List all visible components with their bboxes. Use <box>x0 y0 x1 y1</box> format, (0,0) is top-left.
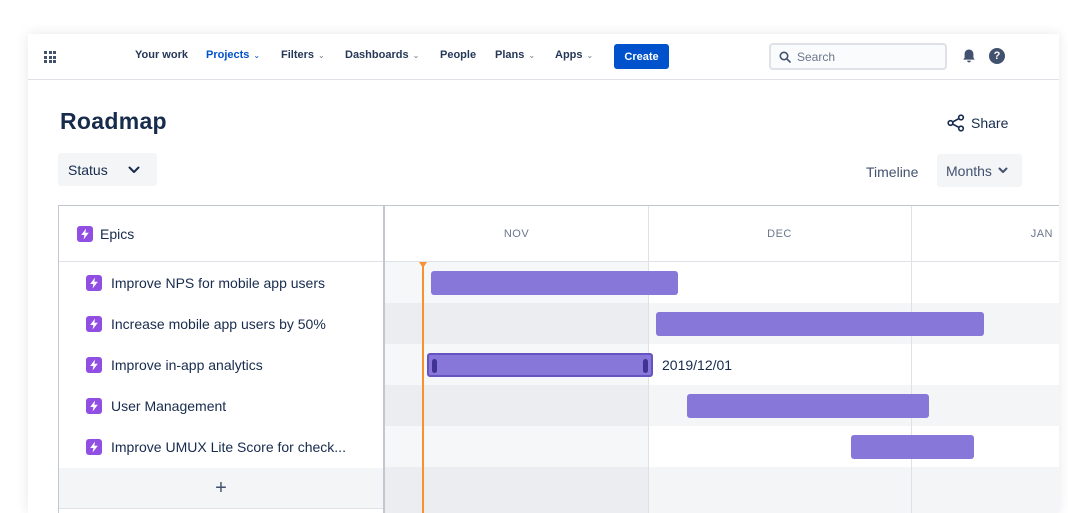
lightning-icon <box>86 315 102 332</box>
nav-projects-label: Projects <box>206 49 250 61</box>
add-epic-button[interactable]: + <box>59 468 383 509</box>
nav-people-label: People <box>440 49 477 61</box>
epic-title: User Management <box>111 397 227 414</box>
month-header-jan: JAN <box>911 206 1059 262</box>
epics-list: Epics Improve NPS for mobile app users I… <box>59 206 385 513</box>
bar-end-handle[interactable] <box>643 359 648 373</box>
epic-row[interactable]: Improve NPS for mobile app users <box>59 262 383 303</box>
nav-projects[interactable]: Projects ⌄ <box>206 49 260 61</box>
lightning-icon <box>86 274 102 291</box>
help-icon[interactable]: ? <box>989 48 1005 64</box>
share-button[interactable]: Share <box>946 113 1008 133</box>
months-dropdown[interactable]: Months <box>937 154 1022 187</box>
lightning-icon <box>77 225 93 242</box>
month-header-dec: DEC <box>648 206 911 262</box>
epics-header: Epics <box>59 206 383 262</box>
lightning-icon <box>86 356 102 373</box>
epics-header-label: Epics <box>100 225 135 242</box>
epic-title: Improve NPS for mobile app users <box>111 274 325 291</box>
chevron-down-icon: ⌄ <box>253 51 261 60</box>
search-icon <box>779 50 791 63</box>
nav-people[interactable]: People <box>440 49 476 61</box>
lightning-icon <box>86 397 102 414</box>
share-icon <box>947 114 965 132</box>
epic-bar[interactable] <box>656 312 984 336</box>
chevron-down-icon: ⌄ <box>586 51 594 60</box>
share-label: Share <box>971 115 1009 131</box>
nav-your-work[interactable]: Your work <box>135 49 188 61</box>
status-filter-button[interactable]: Status <box>58 153 157 186</box>
search-box <box>769 43 947 70</box>
nav-dashboards[interactable]: Dashboards ⌄ <box>345 49 419 61</box>
epic-title: Increase mobile app users by 50% <box>111 315 326 332</box>
nav-plans[interactable]: Plans ⌄ <box>495 49 535 61</box>
months-label: Months <box>946 162 992 179</box>
epic-title: Improve UMUX Lite Score for check... <box>111 438 346 455</box>
chevron-down-icon: ⌄ <box>528 51 536 60</box>
roadmap-grid: Epics Improve NPS for mobile app users I… <box>58 205 1059 513</box>
bell-icon[interactable] <box>960 47 978 65</box>
nav-apps[interactable]: Apps ⌄ <box>555 49 593 61</box>
epic-bar[interactable] <box>851 435 974 459</box>
nav-filters-label: Filters <box>281 49 315 61</box>
top-navigation: Your work Projects ⌄ Filters ⌄ Dashboards ⌄… <box>28 34 1059 80</box>
timeline-pane: NOV DEC JAN 2019/12/01 <box>385 206 1059 513</box>
month-divider <box>911 206 912 513</box>
status-label: Status <box>68 161 108 178</box>
epic-row[interactable]: User Management <box>59 385 383 426</box>
epic-bar[interactable] <box>687 394 929 418</box>
chevron-down-icon <box>128 166 140 173</box>
chevron-down-icon: ⌄ <box>318 51 325 60</box>
app-switcher-grid-icon[interactable] <box>44 51 56 63</box>
jira-window: Your work Projects ⌄ Filters ⌄ Dashboards ⌄… <box>28 34 1059 513</box>
page-title: Roadmap <box>60 108 167 134</box>
bar-start-handle[interactable] <box>432 359 437 373</box>
epic-bar[interactable] <box>431 271 678 295</box>
nav-apps-label: Apps <box>555 49 583 61</box>
search-input[interactable] <box>797 49 937 64</box>
chevron-down-icon <box>998 167 1008 173</box>
epic-row[interactable]: Increase mobile app users by 50% <box>59 303 383 344</box>
epic-row[interactable]: Improve UMUX Lite Score for check... <box>59 426 383 467</box>
bar-date-label: 2019/12/01 <box>662 357 733 373</box>
month-header-nov: NOV <box>385 206 648 262</box>
create-button[interactable]: Create <box>614 44 669 69</box>
today-marker <box>422 262 424 513</box>
nav-dashboards-label: Dashboards <box>345 49 409 61</box>
timeline-row <box>385 467 1059 513</box>
epic-title: Improve in-app analytics <box>111 356 263 373</box>
nav-your-work-label: Your work <box>135 49 188 61</box>
epic-row[interactable]: Improve in-app analytics <box>59 344 383 385</box>
nav-filters[interactable]: Filters ⌄ <box>281 49 325 61</box>
chevron-down-icon: ⌄ <box>412 51 420 60</box>
epic-bar-selected[interactable] <box>427 353 653 377</box>
timeline-label: Timeline <box>866 164 919 180</box>
lightning-icon <box>86 438 102 455</box>
past-period-shade <box>385 262 648 513</box>
nav-plans-label: Plans <box>495 49 525 61</box>
